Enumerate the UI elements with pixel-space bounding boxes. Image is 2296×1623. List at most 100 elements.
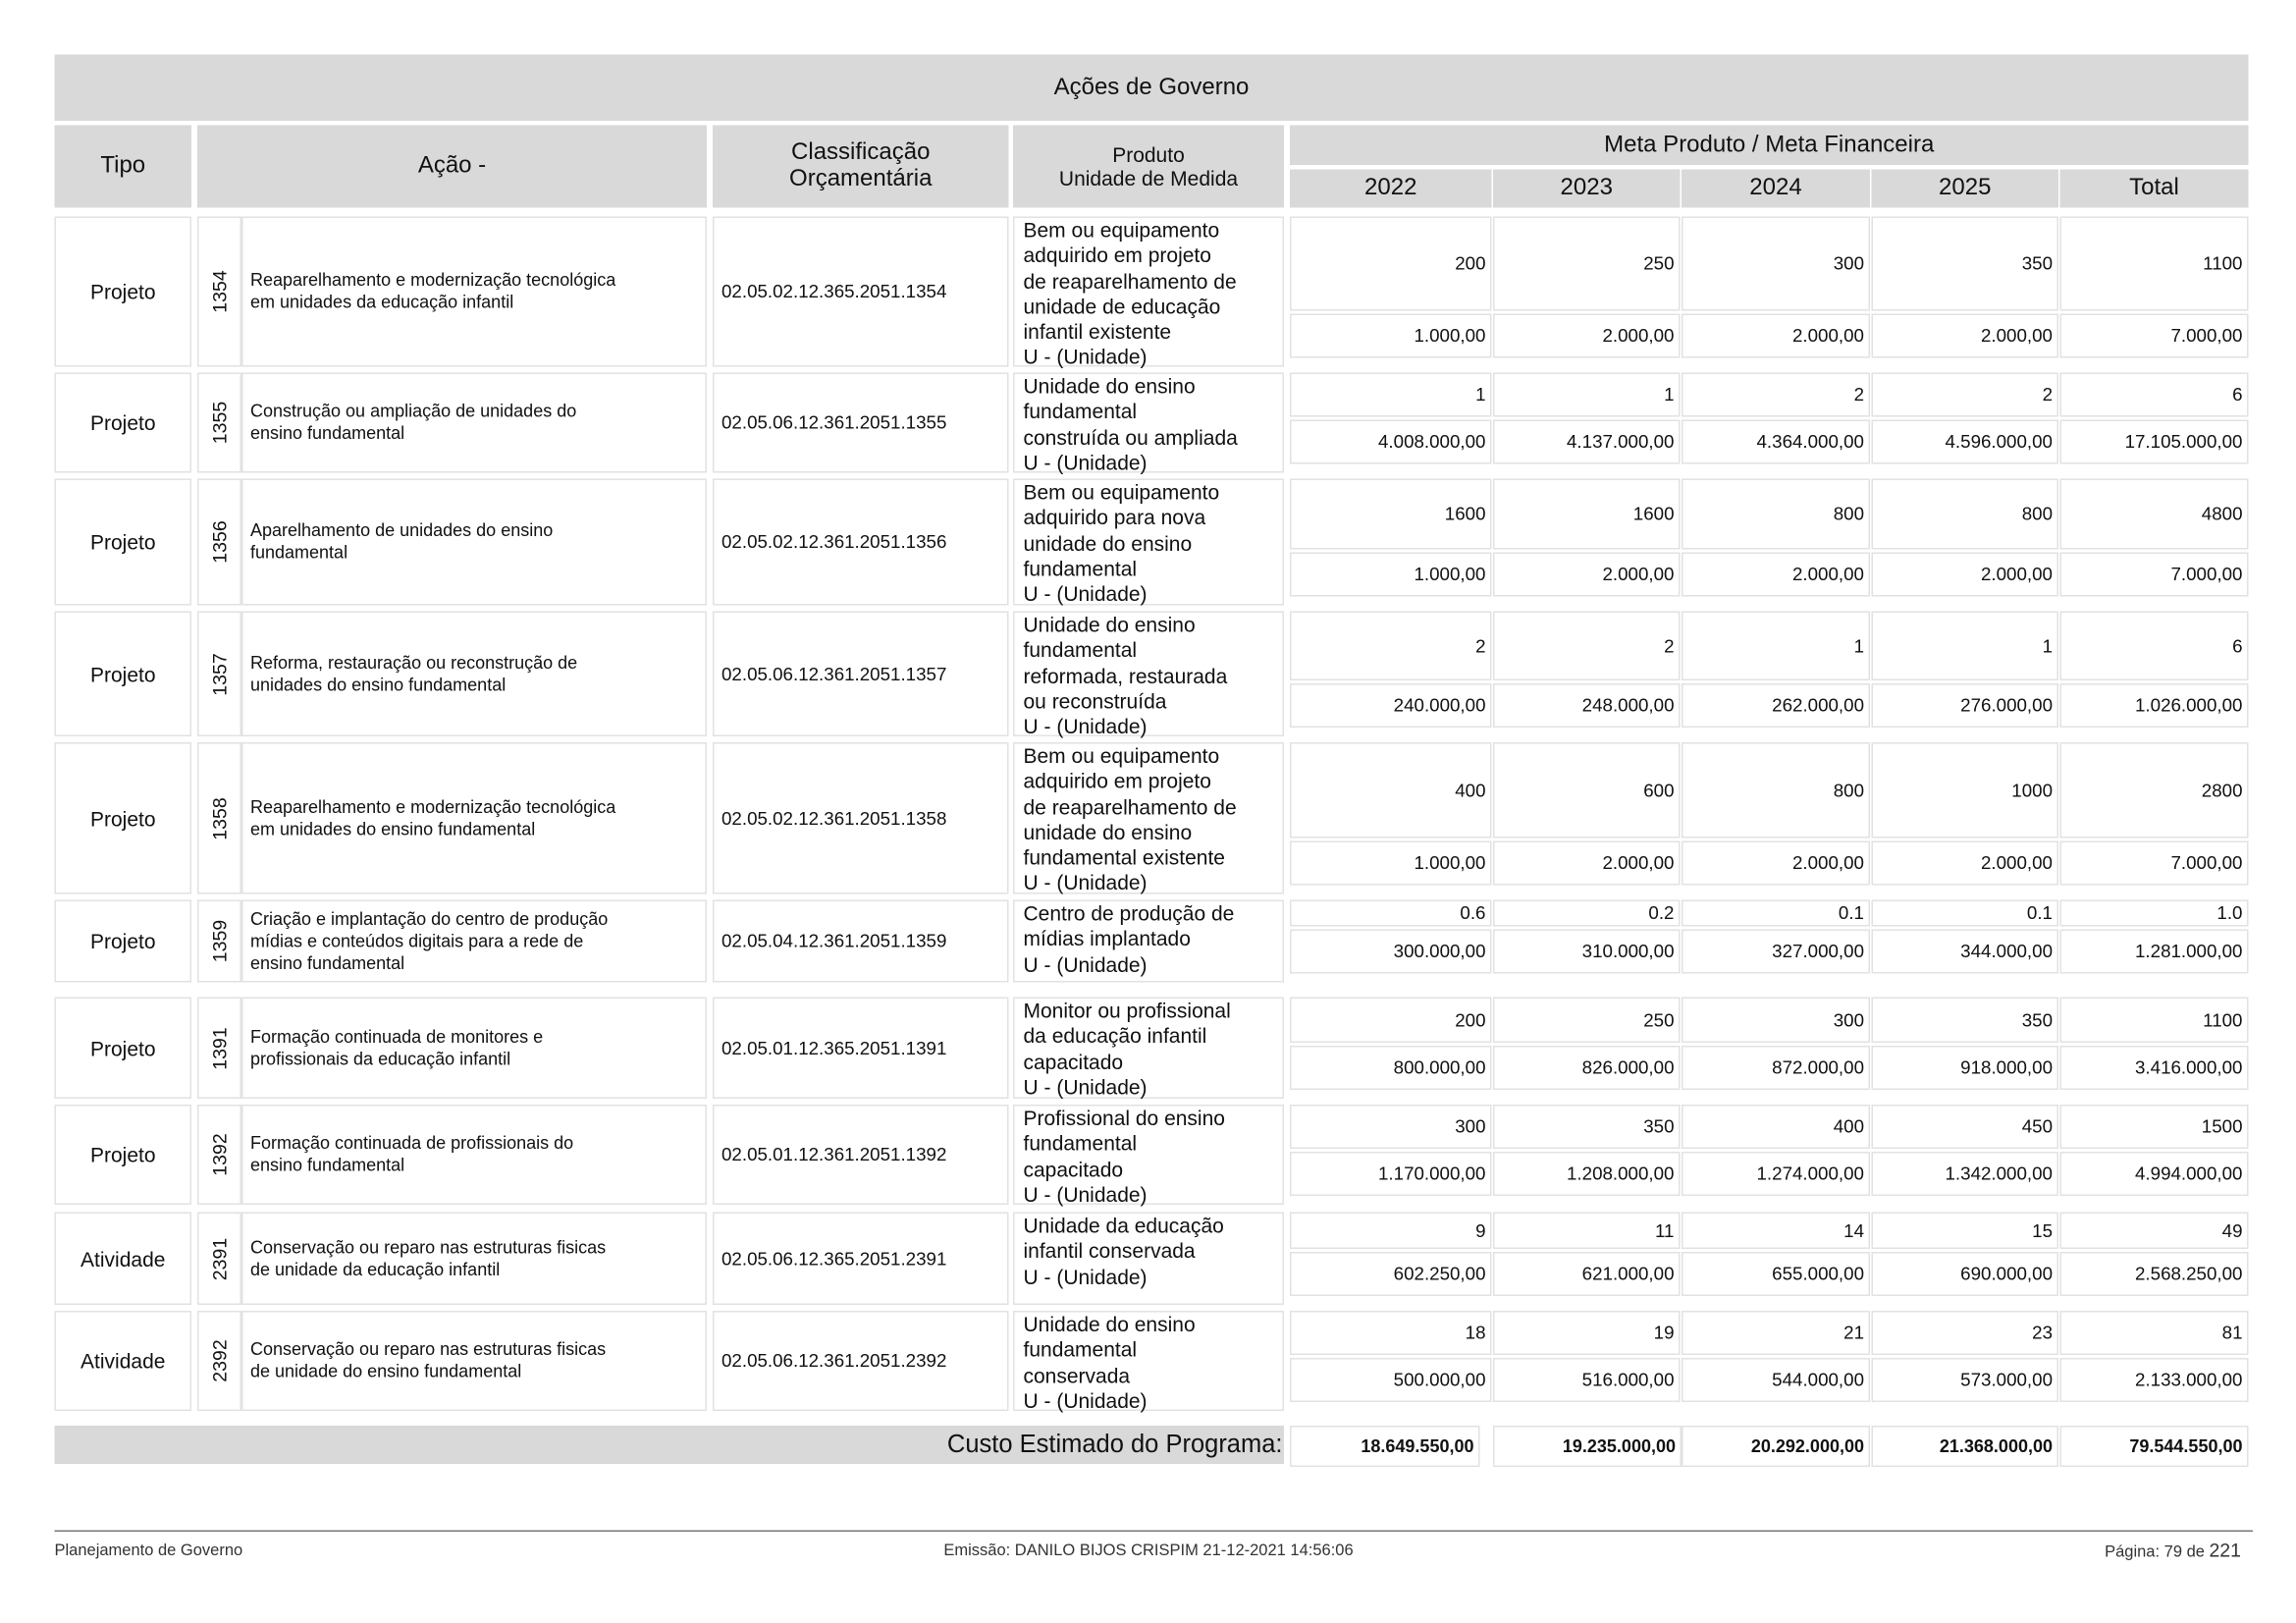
tipo: Projeto <box>54 899 191 983</box>
meta-produto: 1 <box>1493 372 1681 417</box>
acao: Conservação ou reparo nas estruturas fis… <box>241 1311 707 1411</box>
classificacao: 02.05.02.12.361.2051.1356 <box>713 478 1009 606</box>
acao-line: mídias e conteúdos digitais para a rede … <box>250 930 584 951</box>
acao-line: ensino fundamental <box>250 951 405 973</box>
produto: Unidade do ensino fundamental conservada U … <box>1013 1311 1284 1413</box>
produto-line: fundamental <box>1023 1131 1138 1156</box>
meta-financeira: 310.000,00 <box>1493 929 1681 974</box>
total-label: Custo Estimado do Programa: <box>54 1426 1284 1464</box>
meta-financeira: 690.000,00 <box>1871 1252 2058 1296</box>
meta-produto: 1.0 <box>2059 899 2249 927</box>
meta-produto: 0.6 <box>1290 899 1492 927</box>
header-line: Produto <box>1112 142 1185 167</box>
codigo-text: 1359 <box>208 919 231 963</box>
meta-financeira: 2.000,00 <box>1871 840 2058 886</box>
total-value: 18.649.550,00 <box>1290 1426 1480 1467</box>
codigo-text: 2392 <box>208 1339 231 1382</box>
meta-produto: 0.1 <box>1682 899 1870 927</box>
produto-line: Centro de produção de <box>1023 901 1235 925</box>
acao-line: Conservação ou reparo nas estruturas fis… <box>250 1338 607 1360</box>
meta-financeira: 2.000,00 <box>1682 840 1870 886</box>
meta-financeira: 826.000,00 <box>1493 1046 1681 1090</box>
col-year: 2025 <box>1871 169 2058 208</box>
meta-produto: 49 <box>2059 1212 2249 1249</box>
acao: Formação continuada de profissionais do e… <box>241 1105 707 1205</box>
meta-financeira: 544.000,00 <box>1682 1358 1870 1402</box>
classificacao: 02.05.01.12.365.2051.1391 <box>713 997 1009 1099</box>
meta-financeira: 621.000,00 <box>1493 1252 1681 1296</box>
acao-line: em unidades do ensino fundamental <box>250 818 536 839</box>
produto: Bem ou equipamento adquirido em projeto de… <box>1013 216 1284 369</box>
classificacao: 02.05.06.12.361.2051.2392 <box>713 1311 1009 1411</box>
tipo: Projeto <box>54 1105 191 1205</box>
tipo: Projeto <box>54 611 191 736</box>
meta-financeira: 2.133.000,00 <box>2059 1358 2249 1402</box>
header-line: Orçamentária <box>789 166 933 192</box>
meta-produto: 300 <box>1682 216 1870 311</box>
codigo-text: 1356 <box>208 520 231 564</box>
meta-financeira: 1.170.000,00 <box>1290 1152 1492 1196</box>
meta-financeira: 4.596.000,00 <box>1871 419 2058 464</box>
meta-produto: 250 <box>1493 997 1681 1043</box>
meta-produto: 2800 <box>2059 742 2249 839</box>
meta-produto: 300 <box>1682 997 1870 1043</box>
meta-financeira: 344.000,00 <box>1871 929 2058 974</box>
col-year: 2024 <box>1682 169 1870 208</box>
header-line: Classificação <box>791 139 931 166</box>
meta-financeira: 17.105.000,00 <box>2059 419 2249 464</box>
acao: Formação continuada de monitores e profis… <box>241 997 707 1099</box>
meta-financeira: 1.281.000,00 <box>2059 929 2249 974</box>
produto-line: Monitor ou profissional <box>1023 999 1231 1022</box>
codigo: 2391 <box>197 1212 241 1305</box>
total-value: 21.368.000,00 <box>1871 1426 2058 1467</box>
acao-line: Reaparelhamento e modernização tecnológi… <box>250 795 616 817</box>
acao: Criação e implantação do centro de produ… <box>241 899 707 983</box>
col-acao: Ação - <box>197 125 707 208</box>
meta-produto: 23 <box>1871 1311 2058 1355</box>
page-label: Página: 79 de <box>2105 1543 2205 1561</box>
meta-produto: 6 <box>2059 372 2249 417</box>
meta-produto: 200 <box>1290 216 1492 311</box>
meta-financeira: 4.137.000,00 <box>1493 419 1681 464</box>
produto: Unidade da educação infantil conservada U … <box>1013 1212 1284 1305</box>
meta-financeira: 918.000,00 <box>1871 1046 2058 1090</box>
produto-line: U - (Unidade) <box>1023 1074 1148 1099</box>
produto-line: U - (Unidade) <box>1023 581 1148 606</box>
total-value: 19.235.000,00 <box>1493 1426 1682 1467</box>
meta-produto: 1000 <box>1871 742 2058 839</box>
acao-line: de unidade da educação infantil <box>250 1258 501 1279</box>
meta-financeira: 300.000,00 <box>1290 929 1492 974</box>
acao-line: unidades do ensino fundamental <box>250 674 507 695</box>
meta-financeira: 7.000,00 <box>2059 840 2249 886</box>
meta-produto: 0.1 <box>1871 899 2058 927</box>
meta-financeira: 602.250,00 <box>1290 1252 1492 1296</box>
meta-produto: 600 <box>1493 742 1681 839</box>
meta-financeira: 800.000,00 <box>1290 1046 1492 1090</box>
acao: Aparelhamento de unidades do ensino funda… <box>241 478 707 606</box>
produto: Bem ou equipamento adquirido em projeto de… <box>1013 742 1284 894</box>
meta-produto: 4800 <box>2059 478 2249 550</box>
codigo: 1358 <box>197 742 241 894</box>
codigo: 1356 <box>197 478 241 606</box>
produto-line: infantil existente <box>1023 319 1172 344</box>
acao-line: em unidades da educação infantil <box>250 292 514 312</box>
meta-financeira: 327.000,00 <box>1682 929 1870 974</box>
classificacao: 02.05.02.12.361.2051.1358 <box>713 742 1009 894</box>
produto-line: U - (Unidade) <box>1023 1388 1148 1413</box>
table-title: Ações de Governo <box>54 54 2249 121</box>
meta-financeira: 3.416.000,00 <box>2059 1046 2249 1090</box>
tipo: Projeto <box>54 478 191 606</box>
meta-financeira: 262.000,00 <box>1682 683 1870 728</box>
produto-line: Unidade do ensino <box>1023 613 1196 636</box>
col-tipo: Tipo <box>54 125 191 208</box>
produto: Unidade do ensino fundamental reformada, r… <box>1013 611 1284 738</box>
meta-produto: 800 <box>1682 742 1870 839</box>
produto-line: conservada <box>1023 1363 1131 1387</box>
produto-line: U - (Unidade) <box>1023 871 1148 895</box>
classificacao: 02.05.06.12.361.2051.1357 <box>713 611 1009 736</box>
meta-produto: 350 <box>1493 1105 1681 1149</box>
meta-financeira: 2.000,00 <box>1871 552 2058 597</box>
meta-produto: 15 <box>1871 1212 2058 1249</box>
